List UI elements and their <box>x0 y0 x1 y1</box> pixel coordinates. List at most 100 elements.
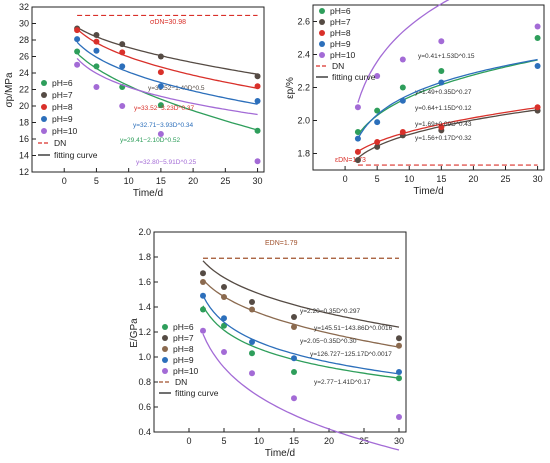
legend-entry: pH=7 <box>52 90 73 100</box>
data-point <box>249 350 255 357</box>
y-tick-label: 24 <box>19 68 29 78</box>
data-point <box>396 335 402 342</box>
data-point <box>374 72 381 79</box>
fit-equation-label: y=0.64+1.15D^0.12 <box>415 105 472 112</box>
x-tick-label: 0 <box>343 174 348 184</box>
data-point <box>74 36 81 43</box>
series-ph-8: y=1.69+0.09D^0.43 <box>354 104 541 155</box>
data-point <box>291 314 297 320</box>
data-point <box>374 138 381 145</box>
data-point <box>119 41 126 48</box>
data-point <box>396 414 402 420</box>
x-axis-label: Time/d <box>265 448 295 459</box>
data-point <box>119 103 126 109</box>
data-point <box>438 38 445 45</box>
series-ph-8: y=2.05−0.35D^0.30 <box>200 279 402 349</box>
fit-curve <box>76 41 258 105</box>
y-tick-label: 14 <box>19 151 29 161</box>
legend-entry: pH=6 <box>52 78 73 88</box>
fit-curve <box>357 106 538 153</box>
y-tick-label: 16 <box>19 134 29 144</box>
y-tick-label: 2.0 <box>138 227 151 237</box>
data-point <box>438 68 445 74</box>
fit-equation-label: y=0.41+1.53D^0.15 <box>418 53 475 60</box>
data-point <box>399 84 406 91</box>
fit-curve <box>76 28 258 89</box>
legend-marker <box>162 357 168 363</box>
chart-panel-3: 0 5 10 15 20 25 300.40.60.81.01.21.41.61.82.0T… <box>129 227 407 459</box>
data-point <box>291 369 297 375</box>
data-point <box>93 63 100 70</box>
x-axis-label: Time/d <box>413 186 443 197</box>
data-point <box>200 327 206 334</box>
y-tick-label: 26 <box>19 52 29 62</box>
data-point <box>249 339 255 345</box>
data-point <box>396 369 402 375</box>
legend-entry: DN <box>175 377 187 387</box>
x-tick-label: 5 <box>94 176 99 186</box>
y-tick-label: 0.6 <box>138 402 151 412</box>
y-tick-label: 0.8 <box>138 377 151 387</box>
data-point <box>254 73 261 80</box>
fit-equation-label: y=1.69+0.09D^0.43 <box>415 121 472 128</box>
legend-entry: pH=7 <box>173 333 194 343</box>
data-point <box>74 61 81 68</box>
y-tick-label: 12 <box>19 167 29 177</box>
legend-entry: pH=7 <box>330 17 351 27</box>
y-tick-label: 28 <box>19 35 29 45</box>
fit-equation-label: y=1.49+0.35D^0.27 <box>415 89 472 96</box>
x-axis-label: Time/d <box>133 188 163 199</box>
fit-curve <box>202 279 400 348</box>
fit-curve <box>202 305 400 379</box>
x-tick-label: 25 <box>220 176 230 186</box>
fit-curve <box>202 295 400 375</box>
y-tick-label: 1.6 <box>138 277 151 287</box>
legend-marker <box>41 104 47 110</box>
y-axis-label: E/GPa <box>129 318 140 348</box>
y-tick-label: 22 <box>19 85 29 95</box>
x-tick-label: 30 <box>253 176 263 186</box>
series-ph-9: y=32.71−3.93D^0.34 <box>74 36 261 129</box>
data-point <box>119 49 126 56</box>
x-tick-label: 10 <box>404 174 414 184</box>
reference-line-label: EDN=1.79 <box>265 240 298 247</box>
legend-entry: pH=9 <box>52 114 73 124</box>
data-point <box>291 355 297 362</box>
fit-equation-label: y=32.71−3.93D^0.34 <box>133 122 194 129</box>
x-tick-label: 20 <box>188 176 198 186</box>
legend-entry: pH=6 <box>330 6 351 16</box>
x-tick-label: 20 <box>324 436 334 446</box>
data-point <box>221 349 227 355</box>
data-point <box>93 32 100 39</box>
data-point <box>534 23 541 30</box>
data-point <box>249 306 255 313</box>
data-point <box>291 324 297 330</box>
legend-entry: pH=8 <box>52 102 73 112</box>
x-tick-label: 5 <box>375 174 380 184</box>
fit-equation-label: y=126.727−125.17D^0.0017 <box>310 351 392 358</box>
legend-marker <box>319 19 325 25</box>
x-tick-label: 0 <box>186 436 191 446</box>
data-point <box>374 107 381 114</box>
data-point <box>157 69 164 76</box>
data-point <box>254 127 261 134</box>
legend-marker <box>319 52 325 58</box>
y-tick-label: 30 <box>19 19 29 29</box>
legend-entry: fitting curve <box>54 150 98 160</box>
y-tick-label: 1.0 <box>138 352 151 362</box>
y-tick-label: 2.2 <box>297 83 310 93</box>
data-point <box>157 83 164 90</box>
fit-equation-label: y=2.20−0.35D^0.297 <box>300 308 361 315</box>
data-point <box>221 284 227 290</box>
x-tick-label: 25 <box>500 174 510 184</box>
data-point <box>254 98 261 105</box>
fit-curve <box>357 59 538 136</box>
legend-entry: fitting curve <box>175 388 219 398</box>
legend-entry: fitting curve <box>332 72 376 82</box>
data-point <box>200 279 206 285</box>
data-point <box>399 56 406 63</box>
legend-entry: pH=6 <box>173 322 194 332</box>
x-tick-label: 15 <box>156 176 166 186</box>
data-point <box>374 119 381 126</box>
